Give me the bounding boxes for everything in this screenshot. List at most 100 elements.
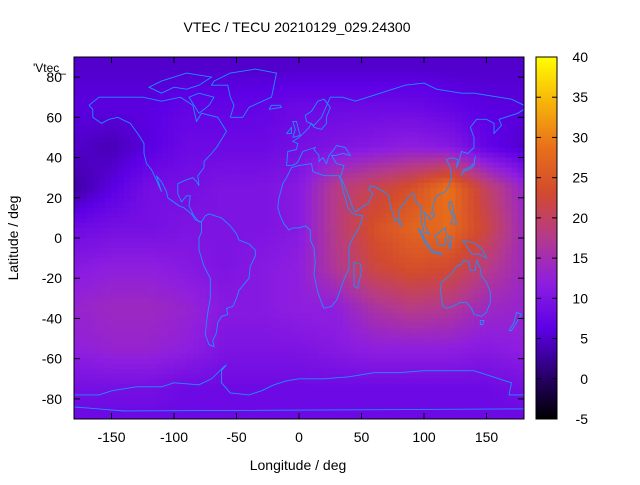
heatmap-cell (449, 112, 456, 118)
heatmap-cell (86, 197, 94, 204)
heatmap-cell (180, 253, 188, 259)
heatmap-cell (99, 112, 106, 118)
heatmap-cell (180, 303, 188, 309)
heatmap-cell (405, 268, 413, 274)
heatmap-cell (142, 273, 150, 279)
heatmap-cell (392, 263, 400, 269)
heatmap-cell (430, 87, 438, 93)
heatmap-cell (405, 127, 413, 134)
heatmap-cell (349, 132, 356, 139)
heatmap-cell (474, 383, 481, 390)
heatmap-cell (380, 333, 388, 340)
heatmap-cell (392, 172, 400, 179)
heatmap-cell (199, 172, 206, 179)
heatmap-cell (486, 127, 494, 134)
heatmap-cell (367, 117, 375, 123)
heatmap-cell (211, 308, 219, 315)
heatmap-cell (80, 368, 88, 375)
heatmap-cell (330, 353, 338, 360)
heatmap-cell (92, 348, 100, 355)
heatmap-cell (192, 253, 200, 259)
heatmap-cell (261, 363, 269, 370)
heatmap-cell (405, 393, 413, 400)
heatmap-cell (249, 378, 256, 385)
heatmap-cell (380, 107, 388, 113)
heatmap-cell (486, 142, 494, 149)
heatmap-cell (224, 157, 231, 164)
heatmap-cell (380, 273, 388, 279)
heatmap-cell (492, 308, 500, 315)
heatmap-cell (80, 398, 88, 405)
heatmap-cell (242, 338, 250, 345)
heatmap-cell (324, 263, 331, 269)
heatmap-cell (167, 117, 175, 123)
heatmap-cell (305, 388, 313, 395)
heatmap-cell (267, 278, 275, 284)
heatmap-cell (230, 388, 238, 395)
heatmap-cell (417, 167, 425, 174)
heatmap-cell (242, 147, 250, 154)
heatmap-cell (142, 243, 150, 249)
heatmap-cell (242, 177, 250, 184)
heatmap-cell (286, 308, 294, 315)
heatmap-cell (317, 258, 325, 264)
heatmap-cell (399, 383, 406, 390)
heatmap-cell (305, 398, 313, 405)
heatmap-cell (117, 212, 125, 219)
heatmap-cell (142, 348, 150, 355)
heatmap-cell (424, 157, 431, 164)
heatmap-cell (511, 167, 519, 174)
heatmap-cell (149, 298, 156, 304)
heatmap-cell (492, 107, 500, 113)
heatmap-cell (174, 137, 181, 144)
heatmap-cell (411, 248, 419, 254)
heatmap-cell (124, 278, 131, 284)
heatmap-cell (405, 328, 413, 335)
heatmap-cell (299, 363, 306, 370)
heatmap-cell (336, 197, 344, 204)
heatmap-cell (430, 313, 438, 320)
heatmap-cell (99, 318, 106, 325)
heatmap-cell (474, 227, 481, 234)
heatmap-cell (92, 398, 100, 405)
heatmap-cell (474, 157, 481, 164)
heatmap-cell (374, 137, 381, 144)
heatmap-cell (255, 373, 263, 380)
heatmap-cell (467, 62, 475, 68)
heatmap-cell (486, 102, 494, 108)
heatmap-cell (399, 147, 406, 154)
heatmap-cell (399, 308, 406, 315)
heatmap-cell (236, 273, 244, 279)
heatmap-cell (392, 162, 400, 169)
heatmap-cell (130, 132, 138, 139)
heatmap-cell (392, 338, 400, 345)
heatmap-cell (167, 388, 175, 395)
heatmap-cell (374, 288, 381, 294)
heatmap-cell (380, 268, 388, 274)
heatmap-cell (380, 238, 388, 244)
heatmap-cell (86, 107, 94, 113)
heatmap-cell (111, 62, 119, 68)
heatmap-cell (492, 328, 500, 335)
heatmap-cell (324, 298, 331, 304)
heatmap-cell (180, 328, 188, 335)
heatmap-cell (80, 338, 88, 345)
heatmap-cell (280, 253, 288, 259)
heatmap-cell (449, 132, 456, 139)
heatmap-cell (199, 102, 206, 108)
heatmap-cell (236, 187, 244, 194)
heatmap-cell (111, 378, 119, 385)
heatmap-cell (274, 248, 281, 254)
heatmap-cell (492, 157, 500, 164)
heatmap-cell (249, 373, 256, 380)
heatmap-cell (205, 137, 213, 144)
heatmap-cell (317, 72, 325, 78)
heatmap-cell (355, 227, 363, 234)
heatmap-cell (430, 102, 438, 108)
heatmap-cell (261, 72, 269, 78)
heatmap-cell (392, 283, 400, 289)
heatmap-cell (192, 222, 200, 229)
heatmap-cell (461, 373, 469, 380)
heatmap-cell (80, 293, 88, 299)
heatmap-cell (330, 373, 338, 380)
